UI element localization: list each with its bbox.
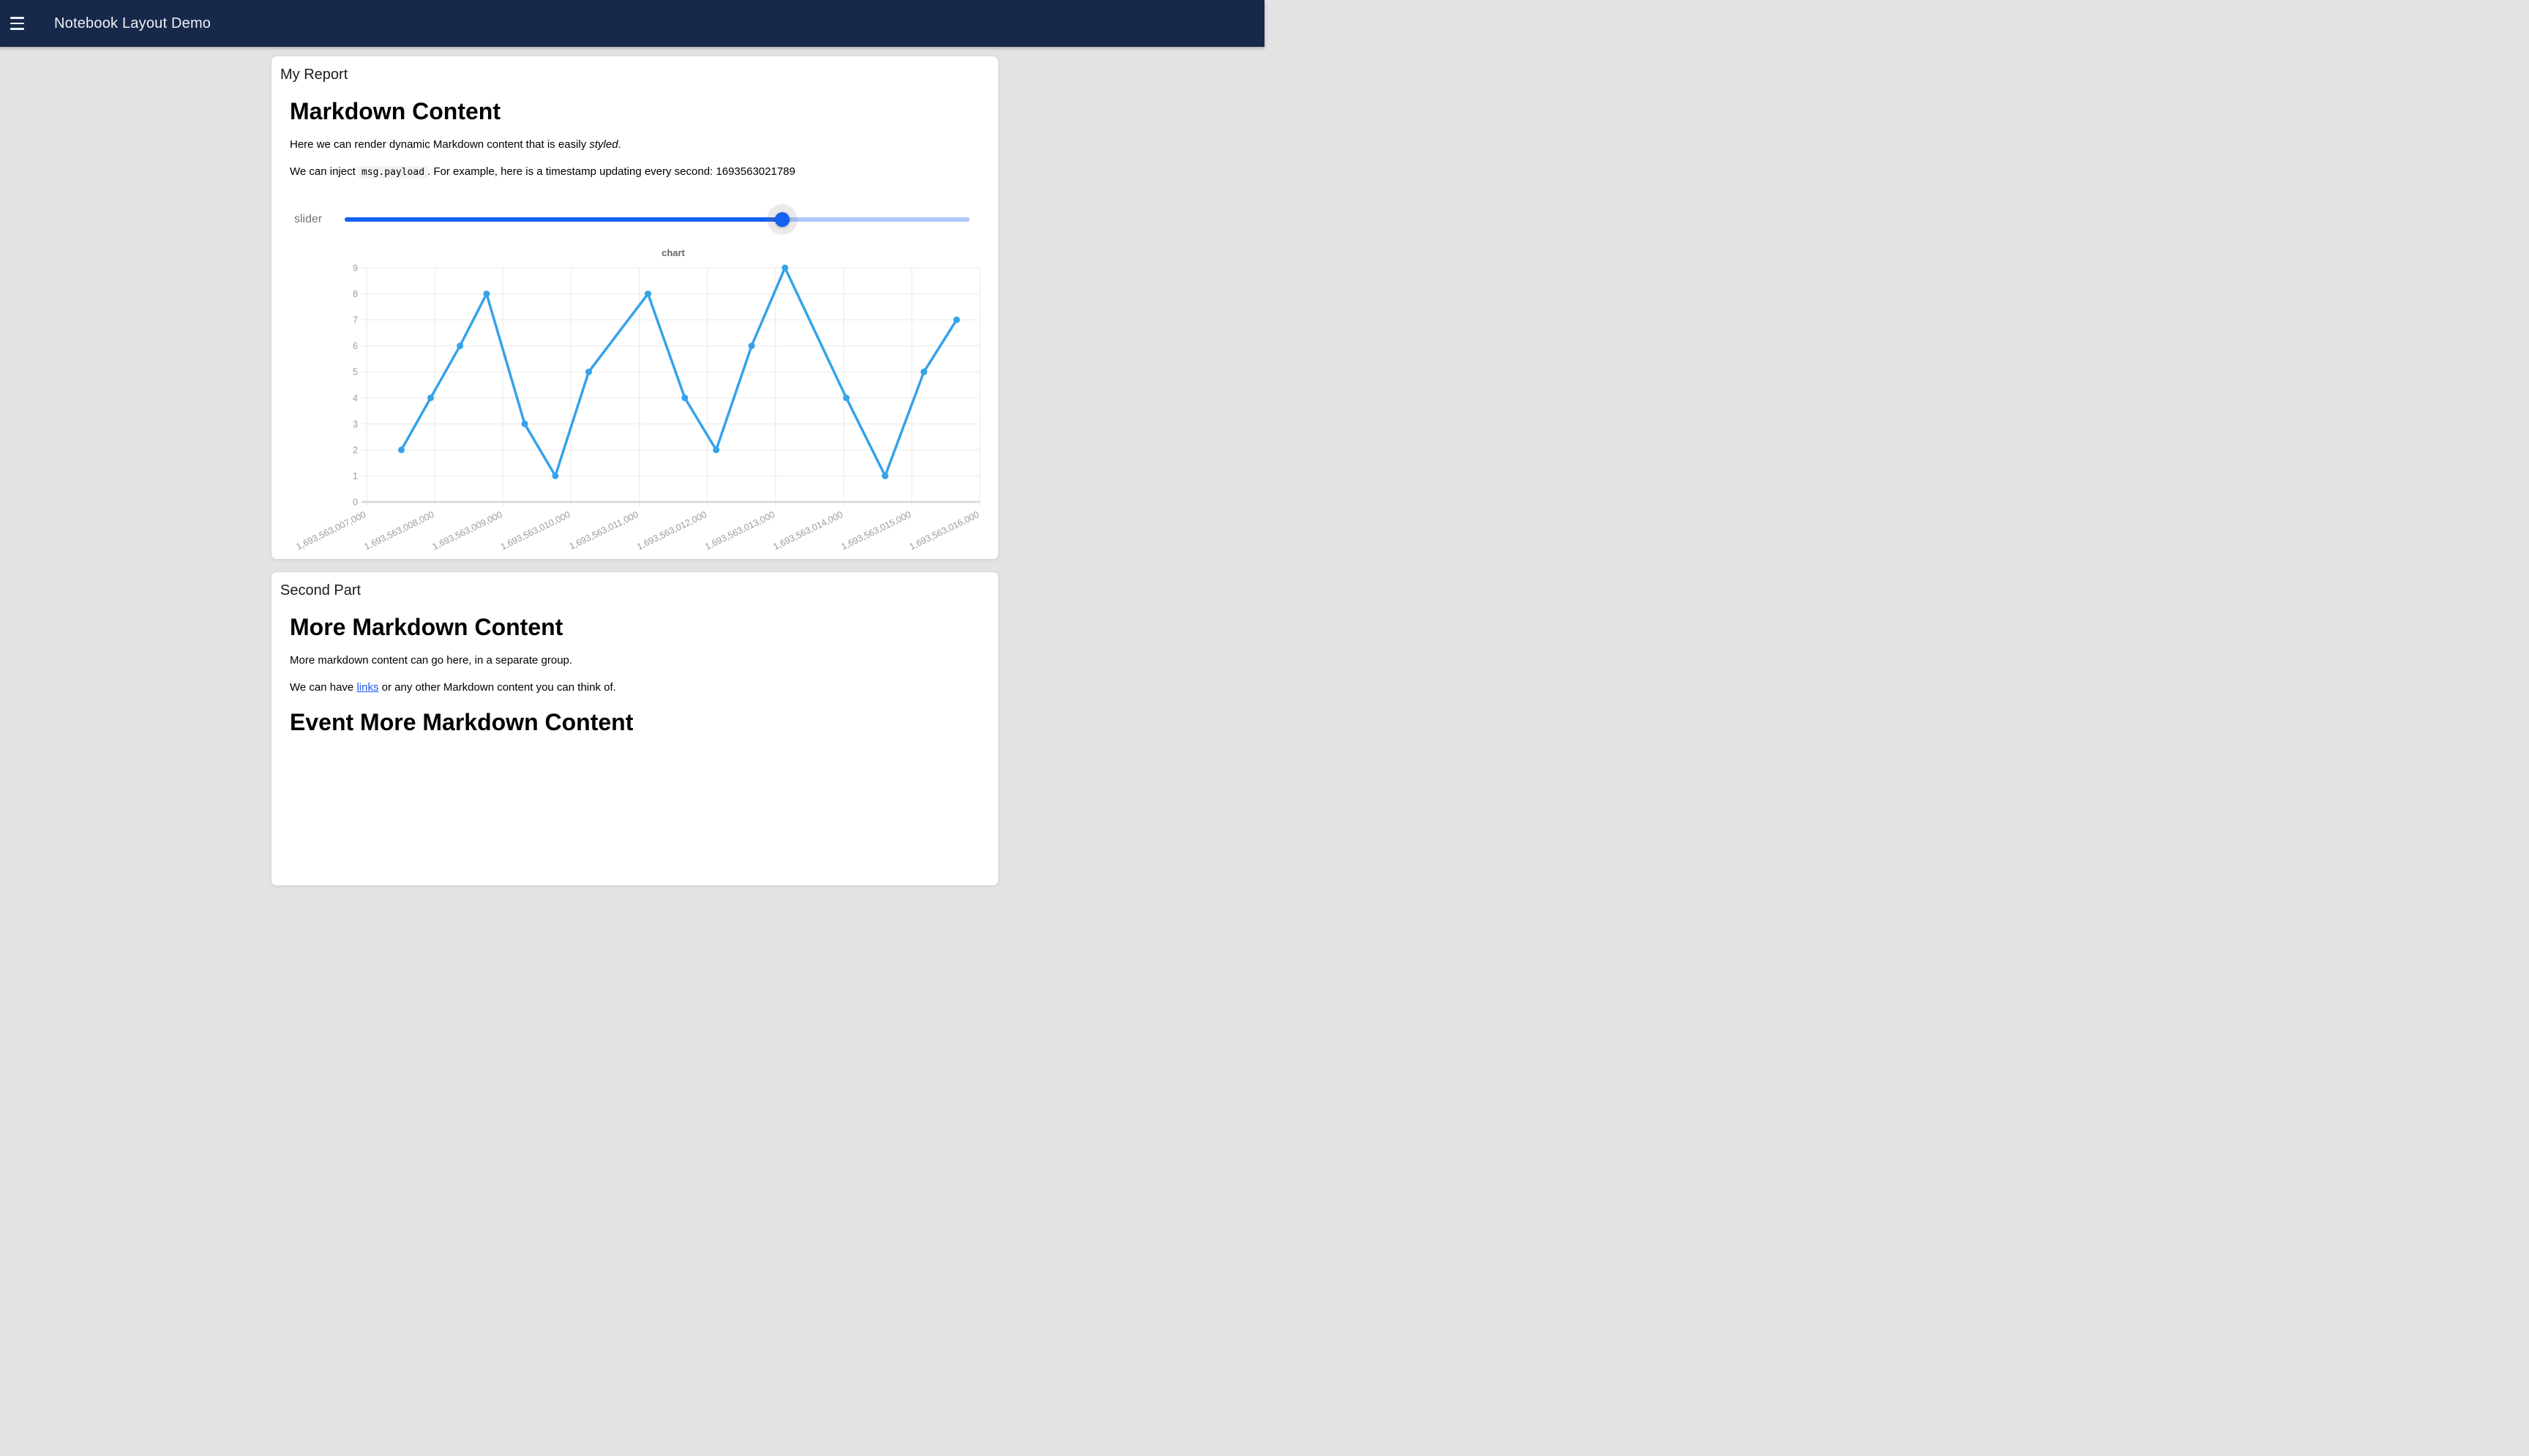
svg-text:6: 6 [353, 341, 358, 351]
chart-widget: 0 1 2 3 4 5 6 7 8 9 1,693,563,007,000 1,693,563,008… [294, 244, 989, 552]
svg-text:7: 7 [353, 315, 358, 326]
styled-italic: styled [589, 138, 618, 151]
report-card: My Report Markdown Content Here we can r… [271, 56, 999, 560]
markdown-heading-cutoff: Event More Markdown Content [290, 709, 634, 735]
svg-text:chart: chart [662, 247, 685, 258]
markdown-heading: More Markdown Content [290, 614, 563, 640]
slider-track-fill [345, 217, 782, 222]
app-bar: Notebook Layout Demo [0, 0, 1264, 47]
svg-text:1,693,563,009,000: 1,693,563,009,000 [431, 509, 504, 552]
svg-text:1,693,563,012,000: 1,693,563,012,000 [635, 509, 708, 552]
timestamp-value: 1693563021789 [716, 165, 795, 178]
svg-text:1,693,563,010,000: 1,693,563,010,000 [499, 509, 572, 552]
markdown-paragraph: Here we can render dynamic Markdown cont… [290, 138, 621, 151]
svg-text:9: 9 [353, 263, 358, 274]
svg-text:1,693,563,013,000: 1,693,563,013,000 [703, 509, 776, 552]
line-chart[interactable]: 0 1 2 3 4 5 6 7 8 9 1,693,563,007,0001,693,563,008… [294, 244, 981, 552]
svg-text:1,693,563,007,000: 1,693,563,007,000 [294, 509, 367, 552]
markdown-block: More Markdown Content More markdown cont… [280, 613, 989, 736]
svg-text:4: 4 [353, 393, 358, 403]
markdown-block: Markdown Content Here we can render dyna… [280, 97, 989, 180]
markdown-paragraph: We can inject msg.payload. For example, … [290, 165, 795, 179]
second-part-card: Second Part More Markdown Content More m… [271, 571, 999, 886]
app-title: Notebook Layout Demo [54, 15, 211, 31]
svg-text:1: 1 [353, 471, 358, 481]
markdown-paragraph: More markdown content can go here, in a … [290, 654, 573, 667]
svg-text:3: 3 [353, 419, 358, 429]
svg-text:2: 2 [353, 445, 358, 455]
inline-code-chip: msg.payload [358, 166, 428, 179]
svg-text:0: 0 [353, 498, 358, 508]
slider-track[interactable] [345, 204, 970, 235]
menu-icon[interactable] [9, 6, 44, 41]
svg-text:5: 5 [353, 367, 358, 378]
links-hyperlink[interactable]: links [356, 681, 379, 694]
svg-text:8: 8 [353, 289, 358, 299]
svg-text:1,693,563,008,000: 1,693,563,008,000 [363, 509, 436, 552]
slider-label: slider [294, 213, 323, 225]
svg-text:1,693,563,016,000: 1,693,563,016,000 [907, 509, 981, 552]
svg-text:1,693,563,015,000: 1,693,563,015,000 [839, 509, 913, 552]
markdown-paragraph: We can have links or any other Markdown … [290, 681, 616, 694]
card-title: My Report [280, 67, 348, 83]
markdown-heading: Markdown Content [290, 98, 501, 124]
svg-text:1,693,563,011,000: 1,693,563,011,000 [568, 509, 640, 552]
svg-text:1,693,563,014,000: 1,693,563,014,000 [771, 509, 844, 552]
slider-widget: slider [280, 202, 989, 237]
slider-thumb[interactable] [774, 212, 790, 227]
card-title: Second Part [280, 582, 361, 598]
